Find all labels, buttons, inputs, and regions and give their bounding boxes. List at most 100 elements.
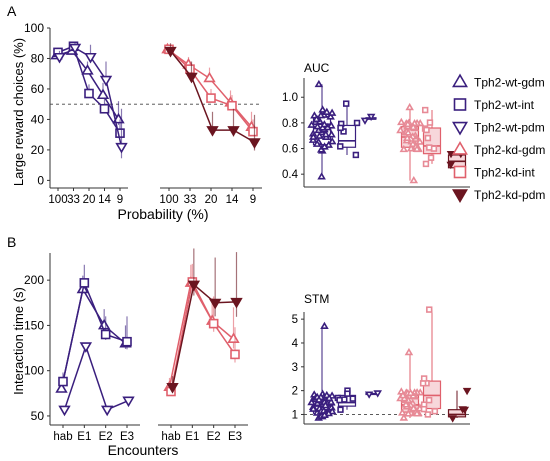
box-point: [427, 154, 435, 161]
box-point: [327, 137, 337, 145]
chart-bottom-left: 50 100 150 200 hab E1 E2 E3: [24, 253, 140, 443]
data-point: [122, 336, 132, 347]
box-point: [364, 391, 374, 399]
box-point: [404, 347, 414, 356]
box-point: [399, 413, 409, 421]
data-point: [79, 342, 93, 353]
x-tick-label: 9: [250, 194, 256, 206]
box-point: [424, 134, 432, 142]
box-point: [352, 151, 360, 159]
data-point: [58, 405, 71, 417]
box-point: [321, 400, 330, 409]
x-tick-label: 33: [67, 194, 80, 206]
chart-bottom-right: hab E1 E2 E3: [158, 248, 248, 443]
top-x-axis-label: Probability (%): [117, 206, 208, 222]
box-point: [312, 139, 322, 147]
data-point: [166, 382, 179, 394]
box-point: [405, 102, 414, 111]
top-y-axis-label: Large reward choices (%): [11, 38, 26, 186]
box-point: [402, 133, 412, 142]
data-point: [81, 64, 94, 75]
stm-title: STM: [304, 292, 329, 306]
box-point: [327, 108, 337, 116]
chart-auc: 0.4 0.6 0.8 1.0: [282, 78, 470, 188]
legend-label: Tph2-wt-pdm: [474, 121, 545, 135]
legend-label: Tph2-kd-pdm: [474, 188, 545, 202]
box-point: [321, 130, 331, 138]
box-point: [412, 409, 422, 417]
data-point: [203, 71, 216, 83]
box-point: [423, 126, 430, 134]
legend-marker: [452, 189, 468, 203]
y-tick-label: 3: [292, 362, 298, 374]
y-tick-label: 0.8: [282, 118, 298, 130]
box-point: [460, 406, 470, 415]
data-point: [227, 332, 240, 344]
data-point: [227, 100, 237, 111]
data-point: [185, 72, 198, 84]
box-point: [314, 395, 324, 403]
legend-label: Tph2-kd-int: [474, 166, 535, 180]
series-line: [62, 280, 128, 382]
box-point: [462, 387, 472, 396]
box-body: [447, 409, 467, 418]
x-tick-label: 20: [205, 194, 218, 206]
data-point: [99, 75, 113, 87]
y-tick-label: 0.4: [282, 169, 299, 181]
data-point: [84, 52, 97, 64]
data-point: [164, 46, 177, 58]
box-point: [373, 390, 382, 398]
series-line: [171, 283, 237, 388]
box-point: [318, 105, 327, 113]
box-point: [421, 106, 429, 114]
data-point: [79, 278, 90, 288]
y-tick-label: 100: [24, 21, 44, 35]
x-tick-label: 100: [48, 194, 67, 206]
legend-marker: [452, 121, 468, 136]
x-tick-label: hab: [53, 431, 72, 443]
x-tick-label: E1: [77, 431, 91, 443]
box-point: [327, 130, 336, 138]
y-tick-label: 4: [292, 338, 299, 350]
box-point: [424, 411, 432, 418]
box-point: [314, 79, 324, 88]
data-point: [53, 52, 66, 64]
box-point: [412, 144, 422, 152]
legend: Tph2-wt-gdm Tph2-wt-int Tph2-wt-pdm Tph2-kd…: [452, 73, 545, 203]
data-point: [115, 142, 128, 154]
box-point: [401, 400, 411, 408]
y-tick-label: 0.6: [282, 144, 298, 156]
y-tick-label: 5: [292, 314, 298, 326]
panel-a-label: A: [7, 3, 17, 19]
box-point: [409, 404, 418, 412]
box-point: [406, 388, 415, 396]
box-point: [309, 404, 318, 412]
box-point: [309, 132, 318, 140]
legend-label: Tph2-kd-gdm: [474, 143, 545, 157]
box-point: [398, 391, 408, 399]
box-point: [316, 111, 326, 119]
chart-stm: 1 2 3 4 5: [292, 306, 472, 425]
y-tick-label: 40: [31, 112, 45, 126]
data-point: [187, 280, 201, 292]
data-point: [206, 126, 219, 137]
series-line: [168, 280, 234, 388]
box-point: [349, 395, 357, 402]
box-point: [353, 119, 361, 127]
bottom-x-axis-label: Encounters: [108, 442, 179, 458]
box-point: [326, 121, 336, 129]
data-point: [208, 318, 219, 329]
box-point: [426, 144, 433, 151]
box-point: [426, 119, 434, 126]
box-point: [337, 124, 344, 132]
legend-marker: [453, 98, 467, 111]
x-tick-label: E1: [185, 431, 199, 443]
x-tick-label: E2: [99, 431, 113, 443]
y-tick-label: 0: [37, 173, 44, 187]
box-point: [320, 142, 329, 150]
box-point: [431, 408, 439, 415]
box-point: [320, 321, 329, 330]
series-line: [170, 279, 236, 392]
